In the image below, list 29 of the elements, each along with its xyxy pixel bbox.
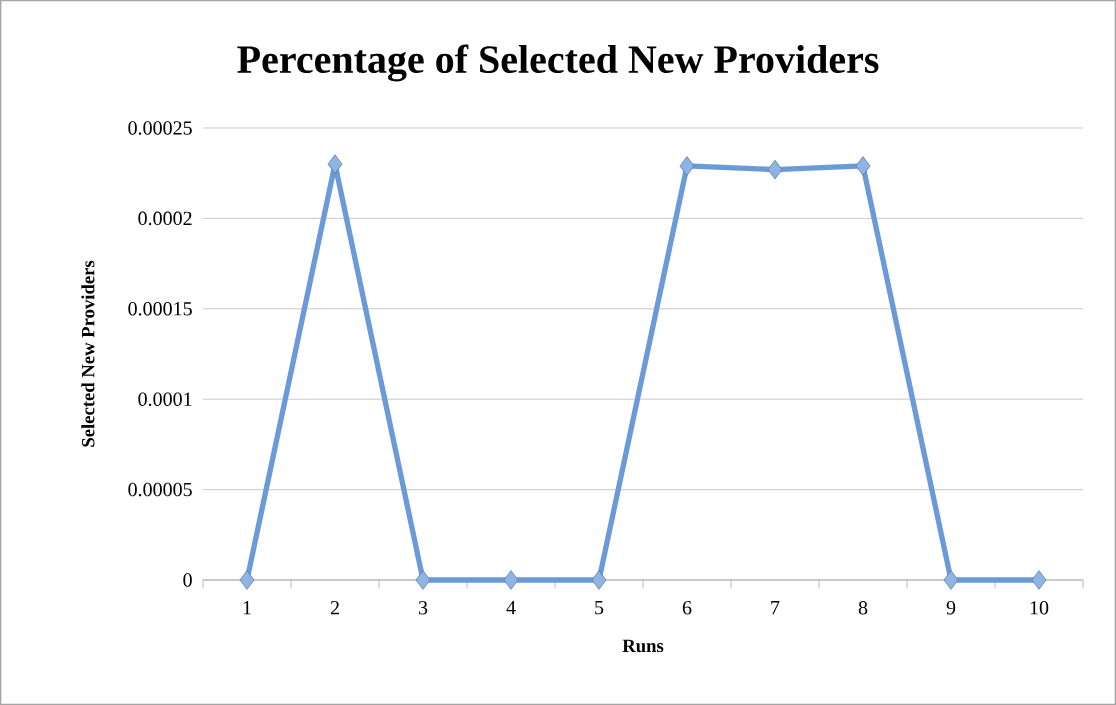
x-tick-label: 3 bbox=[418, 601, 428, 615]
y-tick-label: 0.00015 bbox=[128, 302, 192, 316]
y-tick-label: 0.00025 bbox=[128, 121, 192, 135]
point bbox=[239, 570, 255, 590]
point bbox=[767, 159, 783, 180]
x-tick-label: 6 bbox=[682, 601, 692, 615]
point bbox=[591, 570, 607, 590]
x-tick-label: 1 bbox=[243, 601, 251, 615]
chart-title: Percentage of Selected New Providers bbox=[237, 44, 879, 82]
x-axis-title: Runs bbox=[622, 639, 664, 653]
point bbox=[855, 156, 871, 176]
point bbox=[943, 570, 959, 590]
x-tick-label: 7 bbox=[771, 601, 780, 615]
x-tick-label: 9 bbox=[946, 601, 956, 615]
x-tick-label: 8 bbox=[858, 601, 868, 615]
x-tick-label: 2 bbox=[330, 601, 339, 615]
y-tick-label: 0.0002 bbox=[138, 211, 192, 226]
point bbox=[1031, 570, 1047, 590]
point bbox=[415, 570, 431, 590]
y-tick-label: 0 bbox=[183, 573, 192, 587]
x-tick-label: 5 bbox=[595, 601, 604, 615]
point bbox=[327, 154, 343, 174]
y-tick-label: 0.0001 bbox=[138, 392, 192, 406]
point bbox=[679, 156, 695, 176]
x-tick-label: 4 bbox=[506, 601, 516, 615]
point bbox=[503, 570, 519, 590]
y-tick-label: 0.00005 bbox=[128, 482, 192, 497]
y-axis-title: Selected New Providers bbox=[81, 260, 95, 447]
x-tick-label: 10 bbox=[1030, 601, 1049, 615]
